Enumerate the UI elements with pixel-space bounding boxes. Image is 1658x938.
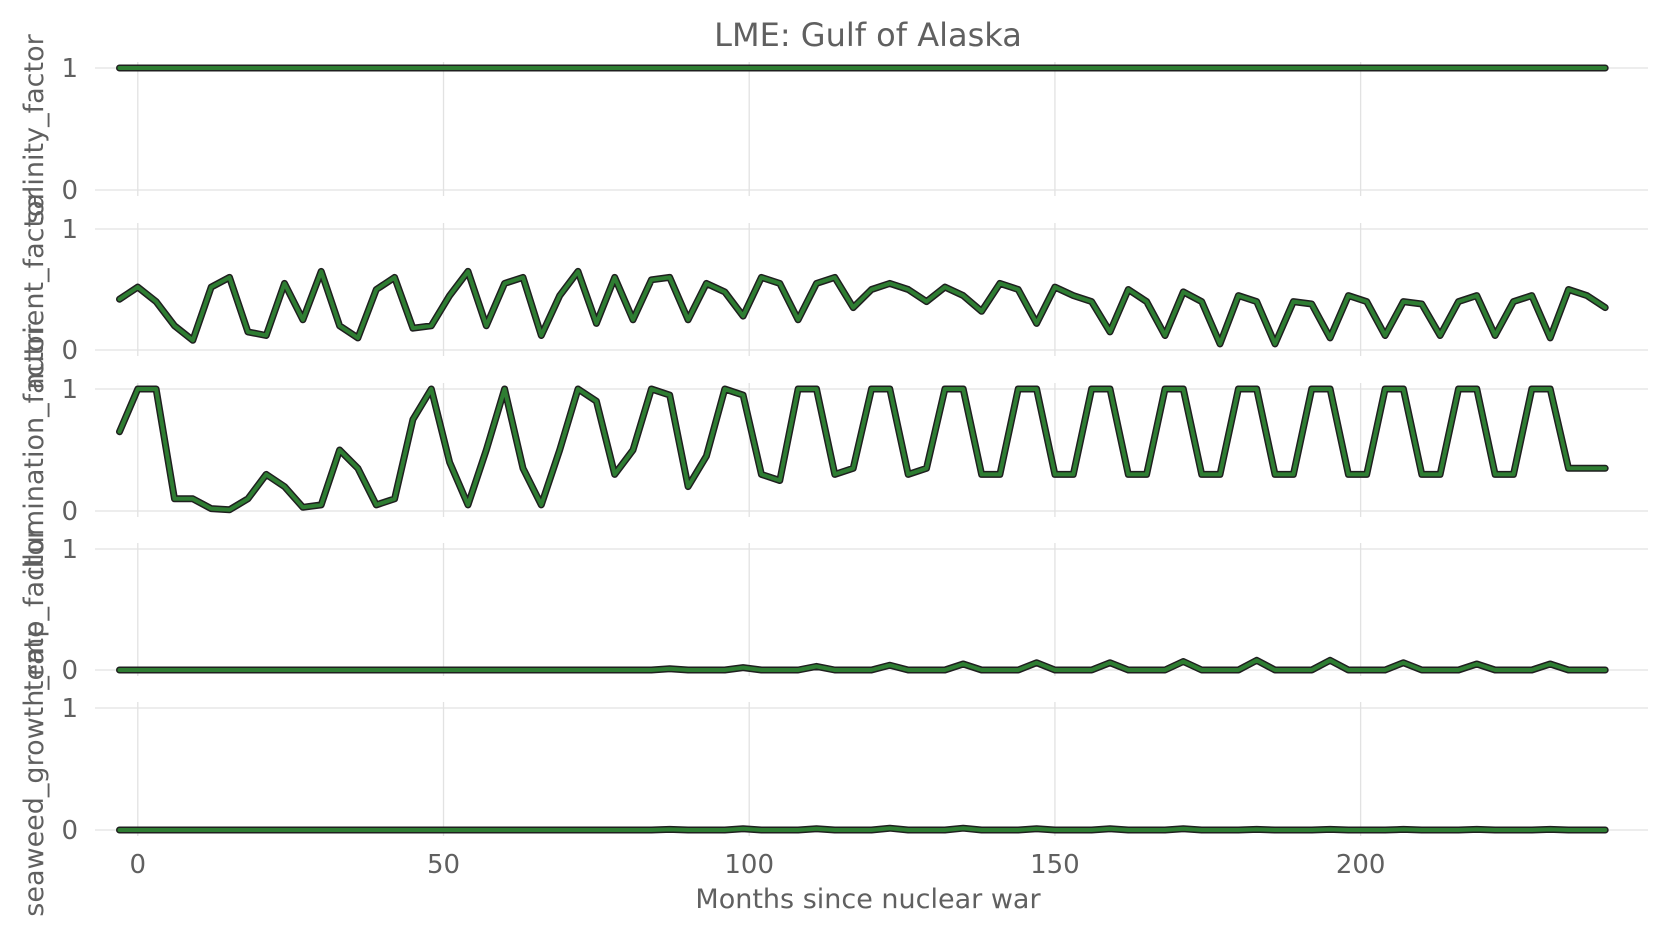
y-axis-label-temp_factor: temp_factor: [19, 527, 50, 691]
series-line-seaweed_growth_rate: [117, 826, 1608, 832]
panel-seaweed_growth_rate: 0 1 seaweed_growth_rate: [19, 621, 1648, 917]
y-tick-label: 0: [61, 497, 78, 527]
y-axis-label-seaweed_growth_rate: seaweed_growth_rate: [19, 621, 50, 916]
y-tick-label: 0: [61, 336, 78, 366]
y-tick-label: 1: [61, 535, 78, 565]
y-axis-label-illumination_factor: illumination_factor: [19, 323, 50, 575]
y-axis-label-salinity_factor: salinity_factor: [19, 33, 50, 223]
x-tick-labels: 0 50 100 150 200: [130, 850, 1386, 880]
panel-temp_factor: 0 1 temp_factor: [19, 527, 1648, 691]
y-tick-label: 0: [61, 816, 78, 846]
panels-group: 0 1 salinity_factor 0 1 nutrient_factor 0 1 illu…: [19, 33, 1648, 917]
y-tick-label: 1: [61, 375, 78, 405]
y-tick-label: 1: [61, 215, 78, 245]
y-tick-label: 1: [61, 54, 78, 84]
x-tick-label: 200: [1336, 850, 1386, 880]
y-axis-label-nutrient_factor: nutrient_factor: [19, 188, 50, 389]
x-axis-label: Months since nuclear war: [695, 884, 1041, 915]
y-tick-label: 0: [61, 656, 78, 686]
x-tick-label: 50: [427, 850, 460, 880]
x-tick-label: 150: [1030, 850, 1080, 880]
series-line-nutrient_factor: [117, 269, 1608, 346]
panel-illumination_factor: 0 1 illumination_factor: [19, 323, 1648, 576]
x-tick-label: 100: [724, 850, 774, 880]
series-line-illumination_factor: [117, 387, 1608, 512]
y-tick-label: 0: [61, 176, 78, 206]
chart-title: LME: Gulf of Alaska: [714, 16, 1022, 54]
y-tick-label: 1: [61, 694, 78, 724]
panel-salinity_factor: 0 1 salinity_factor: [19, 33, 1648, 224]
panel-nutrient_factor: 0 1 nutrient_factor: [19, 188, 1648, 390]
x-tick-label: 0: [130, 850, 147, 880]
series-line-temp_factor: [117, 658, 1608, 672]
